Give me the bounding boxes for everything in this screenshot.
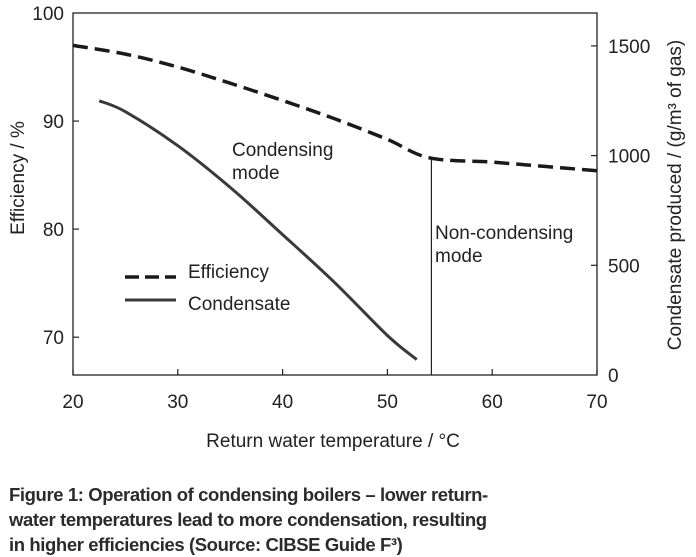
condensate-line [98,99,418,361]
annotation-non-condensing-mode: Non-condensing mode [435,223,573,267]
y-right-tick-label: 500 [608,256,640,277]
x-tick-label: 70 [586,392,607,413]
caption-line-2: water temperatures lead to more condensa… [9,509,487,530]
x-tick-label: 40 [272,392,293,413]
annotation-non-condensing-line2: mode [435,246,483,267]
y-axis-right-ticks: 0 500 1000 1500 [591,37,650,387]
x-axis-ticks: 20 30 40 50 60 70 [62,369,608,413]
y-right-tick-label: 0 [608,366,619,387]
efficiency-line [72,43,598,173]
y-right-tick-label: 1500 [608,37,650,58]
y-left-tick-label: 100 [32,4,64,25]
y-axis-left-title: Efficiency / % [8,121,29,235]
x-tick-label: 50 [377,392,398,413]
annotation-condensing-line2: mode [232,163,280,184]
x-tick-label: 30 [167,392,188,413]
legend: Efficiency Condensate [125,262,290,315]
y-axis-right-title: Condensate produced / (g/m³ of gas) [665,40,686,351]
x-tick-label: 60 [482,392,503,413]
y-left-tick-label: 80 [43,220,64,241]
y-axis-left-ticks: 70 80 90 100 [32,4,79,349]
annotation-non-condensing-line1: Non-condensing [435,223,573,244]
annotation-condensing-mode: Condensing mode [232,140,333,184]
chart: 20 30 40 50 60 70 70 80 90 100 0 500 1000 1500 Retu… [8,4,686,452]
y-left-tick-label: 70 [43,328,64,349]
x-tick-label: 20 [62,392,83,413]
y-right-tick-label: 1000 [608,147,650,168]
caption-line-3: in higher efficiencies (Source: CIBSE Gu… [9,534,403,555]
x-axis-title: Return water temperature / °C [206,431,460,452]
caption-line-1: Figure 1: Operation of condensing boiler… [9,484,488,505]
plot-frame [72,12,598,376]
plot-border [72,12,598,376]
figure-caption: Figure 1: Operation of condensing boiler… [9,482,569,557]
legend-condensate-label: Condensate [188,294,290,315]
legend-efficiency-label: Efficiency [188,262,269,283]
annotation-condensing-line1: Condensing [232,140,333,161]
series-lines [72,43,598,361]
y-left-tick-label: 90 [43,112,64,133]
